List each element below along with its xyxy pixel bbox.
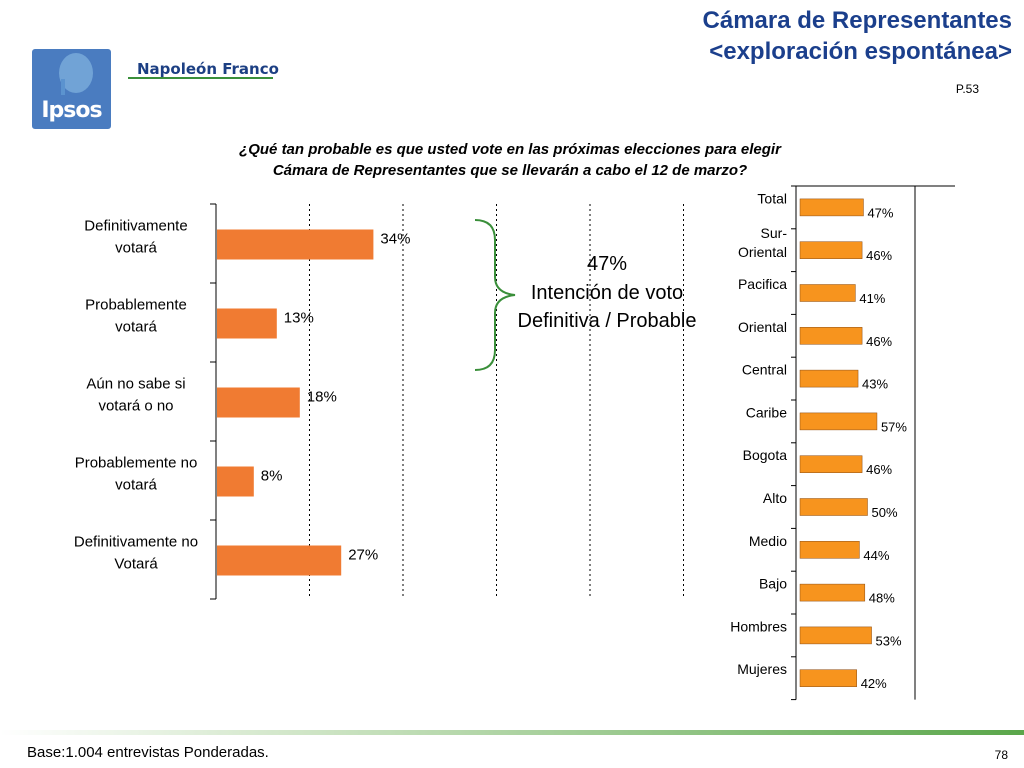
data-label: 42% bbox=[861, 676, 887, 691]
bar bbox=[799, 669, 857, 687]
footer-bar bbox=[0, 730, 1024, 735]
category-label: Hombres bbox=[730, 618, 787, 634]
category-label: Bogota bbox=[743, 447, 788, 463]
data-label: 46% bbox=[866, 248, 892, 263]
category-label: Sur- bbox=[761, 225, 788, 241]
data-label: 18% bbox=[307, 389, 337, 406]
category-label: votará bbox=[115, 240, 157, 257]
logo-emblem-icon bbox=[59, 53, 93, 95]
bar bbox=[799, 284, 856, 302]
callout-percent: 47% bbox=[586, 253, 628, 275]
ipsos-logo: Ipsos bbox=[32, 49, 111, 129]
category-label: Mujeres bbox=[737, 661, 787, 677]
data-label: 43% bbox=[862, 377, 888, 392]
brand-name: Napoleón Franco bbox=[137, 60, 279, 78]
callout-label-1: Intención de voto bbox=[530, 282, 684, 304]
page-subtitle: <exploración espontánea> bbox=[709, 38, 1012, 65]
category-label: Central bbox=[742, 362, 787, 378]
bar bbox=[799, 369, 859, 388]
page-title: Cámara de Representantes bbox=[702, 7, 1012, 34]
callout-brace-icon bbox=[474, 219, 516, 371]
bar bbox=[799, 455, 863, 473]
page-reference: P.53 bbox=[955, 82, 979, 96]
category-label: Definitivamente bbox=[84, 218, 187, 235]
bar bbox=[217, 229, 374, 260]
data-label: 44% bbox=[863, 548, 889, 563]
data-label: 47% bbox=[867, 205, 893, 220]
data-label: 46% bbox=[866, 462, 892, 477]
bar bbox=[799, 498, 868, 516]
bar bbox=[799, 626, 872, 645]
bar bbox=[217, 387, 300, 418]
category-label: Alto bbox=[763, 490, 787, 506]
callout-label-2: Definitiva / Probable bbox=[517, 310, 697, 332]
category-label: Total bbox=[757, 190, 787, 206]
category-label: Probablemente bbox=[85, 297, 187, 314]
bar bbox=[217, 545, 342, 576]
data-label: 41% bbox=[859, 291, 885, 306]
bar bbox=[799, 583, 866, 602]
category-label: votará bbox=[115, 477, 157, 494]
data-label: 34% bbox=[380, 231, 410, 248]
data-label: 46% bbox=[866, 334, 892, 349]
category-label: Votará bbox=[114, 556, 158, 573]
bar bbox=[217, 466, 254, 497]
bar bbox=[799, 412, 878, 431]
category-label: Oriental bbox=[738, 244, 787, 260]
bar bbox=[799, 241, 863, 259]
page-number: 78 bbox=[994, 748, 1008, 762]
question-line-1: ¿Qué tan probable es que usted vote en l… bbox=[239, 141, 781, 158]
category-label: Aún no sabe si bbox=[86, 376, 185, 393]
bar bbox=[799, 541, 860, 559]
brand-underline bbox=[128, 77, 273, 79]
data-label: 48% bbox=[869, 591, 895, 606]
category-label: Probablemente no bbox=[75, 455, 198, 472]
logo-text: Ipsos bbox=[41, 98, 102, 123]
bar bbox=[217, 308, 277, 339]
data-label: 57% bbox=[881, 419, 907, 434]
category-label: Definitivamente no bbox=[74, 534, 198, 551]
bar bbox=[799, 327, 863, 345]
category-label: Caribe bbox=[746, 404, 787, 420]
vote-likelihood-chart: 34% Definitivamente votará 13% Probablemente… bbox=[74, 203, 684, 600]
category-label: Pacifica bbox=[738, 276, 787, 292]
data-label: 8% bbox=[261, 468, 283, 485]
segment-chart: 47% Total 46% Sur- Oriental 41% Pacifica 46% Ori… bbox=[730, 185, 955, 701]
bar bbox=[799, 198, 864, 217]
category-label: Oriental bbox=[738, 319, 787, 335]
category-label: Medio bbox=[749, 533, 787, 549]
data-label: 53% bbox=[876, 633, 902, 648]
data-label: 13% bbox=[284, 310, 314, 327]
category-label: Bajo bbox=[759, 576, 787, 592]
data-label: 27% bbox=[348, 547, 378, 564]
data-label: 50% bbox=[872, 505, 898, 520]
category-label: votará o no bbox=[98, 398, 173, 415]
category-label: votará bbox=[115, 319, 157, 336]
question-line-2: Cámara de Representantes que se llevarán… bbox=[272, 162, 748, 179]
footer-base-note: Base:1.004 entrevistas Ponderadas. bbox=[27, 744, 269, 761]
